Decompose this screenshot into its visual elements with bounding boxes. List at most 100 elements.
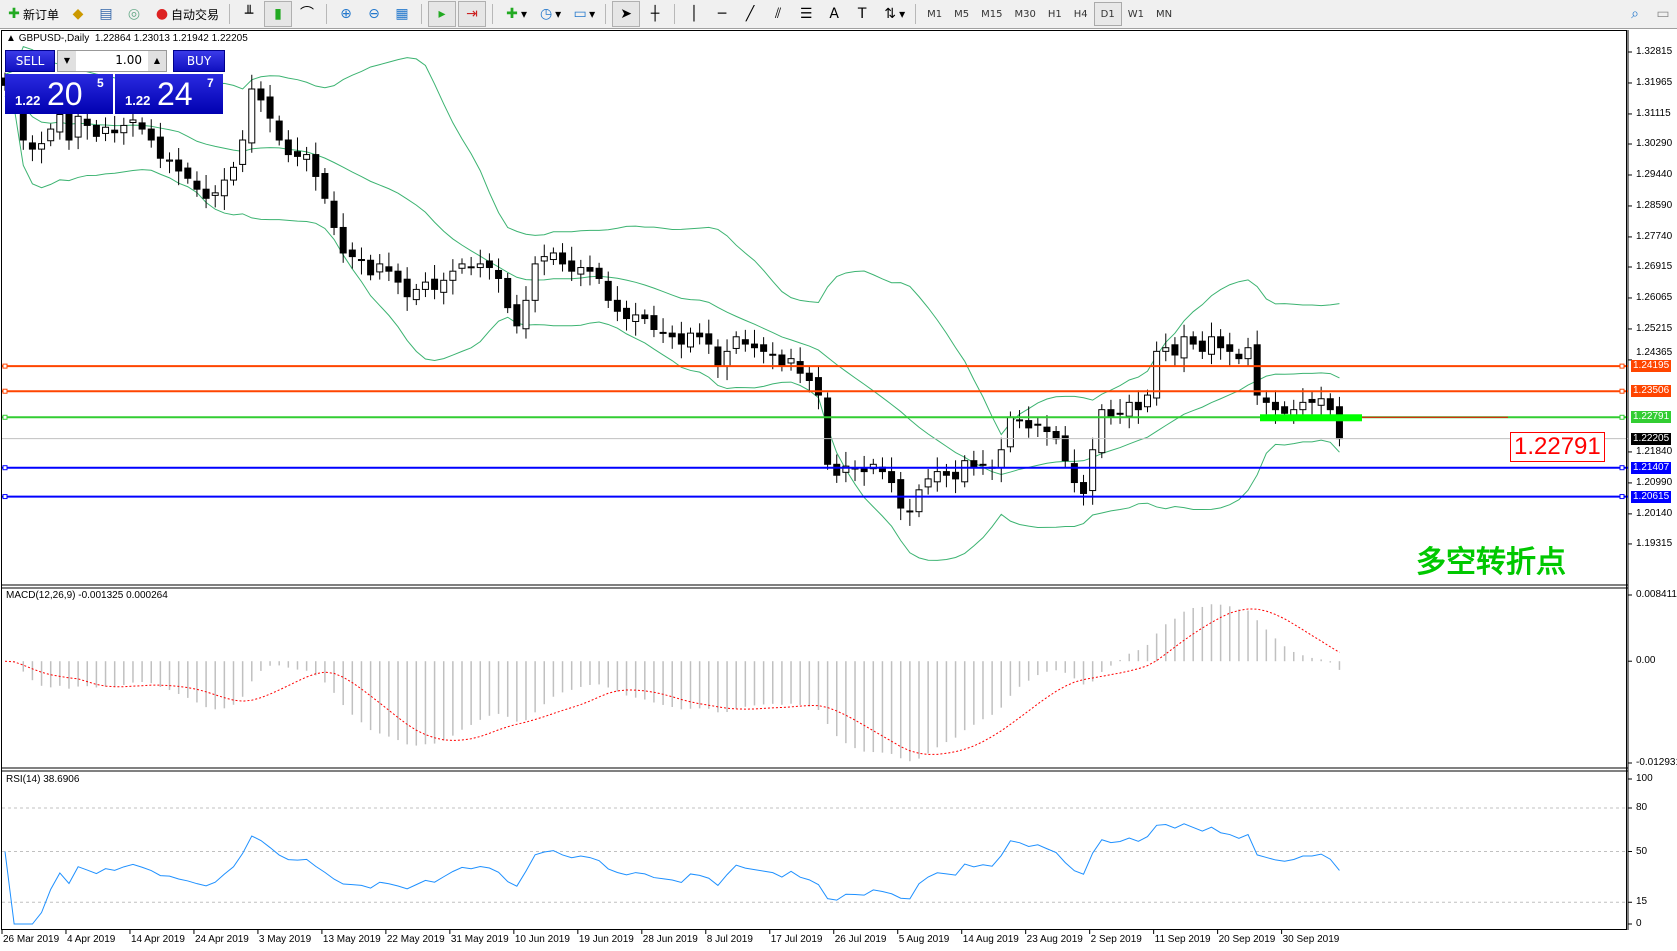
templates-button[interactable]: ▭ ▾ <box>567 2 599 26</box>
indicators-button[interactable]: ✚ ▾ <box>499 2 531 26</box>
periods-button[interactable]: ◷ ▾ <box>533 2 565 26</box>
candle-body <box>1198 340 1206 352</box>
chart-ohlc: 1.22864 1.23013 1.21942 1.22205 <box>94 33 248 44</box>
lot-size-field[interactable]: ▼ 1.00 ▲ <box>57 50 167 72</box>
time-axis-label: 4 Apr 2019 <box>66 934 116 945</box>
candle-body <box>522 299 530 330</box>
rsi-axis-label: 0 <box>1636 918 1642 929</box>
candle-body <box>961 460 969 483</box>
candle-body <box>202 188 210 199</box>
candle-body <box>65 113 73 141</box>
timeframe-w1[interactable]: W1 <box>1127 8 1144 20</box>
new-order-button[interactable]: ✚ 新订单 <box>1 2 63 26</box>
search-button[interactable]: ⌕ <box>1622 2 1648 26</box>
timeframe-h1[interactable]: H1 <box>1047 8 1062 20</box>
candle-body <box>156 136 164 159</box>
zoom-out-button[interactable]: ⊖ <box>361 2 387 26</box>
divider <box>229 4 231 24</box>
signals-button[interactable]: ◎ <box>121 2 147 26</box>
horizontal-line-button[interactable]: ─ <box>709 2 735 26</box>
lot-decrease-icon[interactable]: ▼ <box>58 51 76 71</box>
auto-scroll-button[interactable]: ▸ <box>428 1 457 27</box>
timeframe-d1[interactable]: D1 <box>1093 2 1122 26</box>
candle-body <box>330 200 338 228</box>
timeframe-m15[interactable]: M15 <box>981 8 1003 20</box>
candle-body <box>412 288 420 301</box>
candle-body <box>1262 397 1270 403</box>
candle-body <box>1162 347 1170 352</box>
collapse-arrow-icon[interactable]: ▲ <box>6 33 16 44</box>
text-button[interactable]: A <box>821 2 847 26</box>
arrows-button[interactable]: ⇅ ▾ <box>877 2 909 26</box>
chat-button[interactable]: ▭ <box>1650 2 1676 26</box>
zoom-in-button[interactable]: ⊕ <box>333 2 359 26</box>
timeframe-m5[interactable]: M5 <box>954 8 970 20</box>
buy-button[interactable]: BUY <box>173 50 225 72</box>
candle-body <box>769 353 777 356</box>
chart-header: ▲ GBPUSD-,Daily 1.22864 1.23013 1.21942 … <box>6 33 248 45</box>
strategy-tester-button[interactable]: ◆ <box>65 2 91 26</box>
line-chart-button[interactable]: ⌒ <box>294 2 320 26</box>
rsi-line <box>4 823 1340 925</box>
candle-body <box>1153 350 1161 399</box>
macd-axis-label: 0.008411 <box>1636 589 1677 600</box>
crosshair-icon: ┼ <box>650 6 660 22</box>
cursor-button[interactable]: ➤ <box>612 1 641 27</box>
bar-chart-button[interactable]: ╨ <box>236 2 262 26</box>
time-axis-label: 10 Jun 2019 <box>514 934 570 945</box>
time-axis-label: 17 Jul 2019 <box>770 934 823 945</box>
level-anchor <box>2 388 8 394</box>
crosshair-button[interactable]: ┼ <box>642 2 668 26</box>
sell-button[interactable]: SELL <box>5 50 55 72</box>
trendline-button[interactable]: ╱ <box>737 2 763 26</box>
candle-body <box>1217 336 1225 349</box>
level-price-label: 1.22791 <box>1631 411 1672 424</box>
bollinger-upper <box>4 45 1340 436</box>
candle-body <box>668 332 676 338</box>
timeframe-mn[interactable]: MN <box>1155 8 1173 20</box>
fibonacci-button[interactable]: ☰ <box>793 2 819 26</box>
candle-body <box>942 471 950 476</box>
vertical-line-button[interactable]: │ <box>681 2 707 26</box>
cursor-icon: ➤ <box>620 6 632 22</box>
macd-axis-label: 0.00 <box>1636 655 1656 667</box>
lot-value[interactable]: 1.00 <box>115 53 142 67</box>
time-axis-label: 23 Aug 2019 <box>1026 934 1083 945</box>
timeframe-m1[interactable]: M1 <box>927 8 943 20</box>
candle-body <box>476 263 484 269</box>
candlestick-button[interactable]: ▮ <box>264 1 293 27</box>
timeframe-m30[interactable]: M30 <box>1014 8 1036 20</box>
candle-body <box>485 260 493 269</box>
auto-scroll-icon: ▸ <box>438 6 446 22</box>
candle-body <box>193 180 201 190</box>
text-label-icon: T <box>857 6 867 22</box>
candle-body <box>1043 426 1051 433</box>
lot-increase-icon[interactable]: ▲ <box>148 51 166 71</box>
chart-annotation-text[interactable]: 多空转折点 <box>1416 545 1566 580</box>
candle-body <box>1253 344 1261 396</box>
candle-body <box>175 159 183 172</box>
price-callout[interactable]: 1.22791 <box>1510 432 1605 462</box>
candle-body <box>56 113 64 133</box>
tile-windows-button[interactable]: ▦ <box>389 2 415 26</box>
time-axis-label: 5 Aug 2019 <box>898 934 950 945</box>
buy-price[interactable]: 1.22 24 7 <box>115 74 223 114</box>
search-icon: ⌕ <box>1631 6 1639 22</box>
candle-body <box>1317 398 1325 406</box>
candle-body <box>1125 401 1133 417</box>
candle-body <box>394 270 402 283</box>
toolbar: ✚ 新订单 ◆ ▤ ◎ ● 自动交易 ╨ ▮ ⌒ ⊕ ⊖ ▦ ▸ ⇥ ✚ ▾ ◷ ▾ ▭… <box>0 0 1677 29</box>
text-label-button[interactable]: T <box>849 2 875 26</box>
candle-body <box>559 252 567 265</box>
candle-body <box>979 463 987 466</box>
price-axis-label: 1.31115 <box>1636 107 1671 119</box>
candle-body <box>760 344 768 352</box>
auto-trading-button[interactable]: ● 自动交易 <box>149 2 223 26</box>
chart-shift-button[interactable]: ⇥ <box>458 1 487 27</box>
timeframe-h4[interactable]: H4 <box>1073 8 1088 20</box>
sell-price[interactable]: 1.22 20 5 <box>5 74 113 114</box>
candle-body <box>1189 336 1197 345</box>
terminal-button[interactable]: ▤ <box>93 2 119 26</box>
equidistant-channel-button[interactable]: ⫽ <box>765 2 791 26</box>
